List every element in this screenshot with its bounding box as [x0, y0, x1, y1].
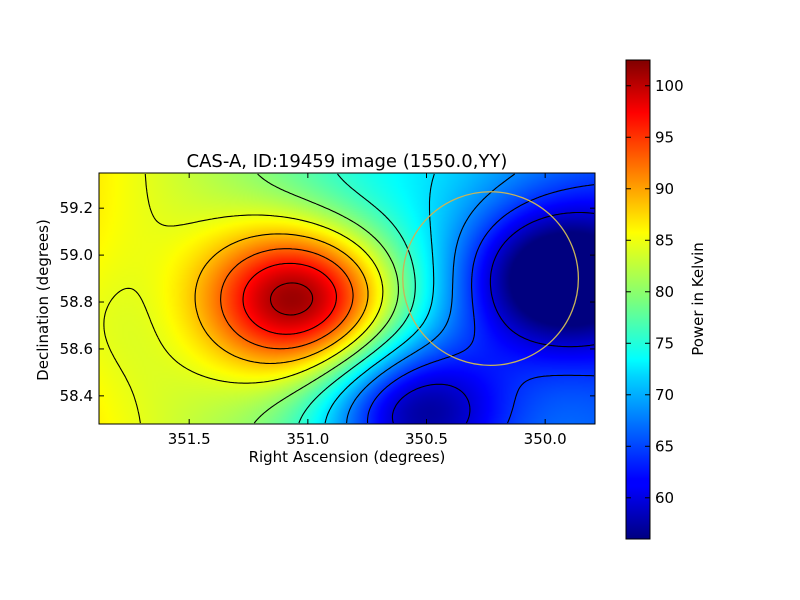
colorbar-ticks: 60 65 70 75 80 85 90 95 100	[626, 77, 684, 507]
contour-line	[253, 173, 399, 424]
contour-line	[194, 233, 369, 365]
y-axis-label: Declination (degrees)	[34, 219, 52, 381]
colorbar	[625, 59, 651, 540]
contour-line	[366, 184, 595, 424]
x-tick-label: 350.0	[524, 430, 567, 448]
contour-lines	[103, 173, 595, 424]
x-axis-label: Right Ascension (degrees)	[249, 448, 446, 466]
contour-line	[298, 173, 416, 424]
contour-line	[103, 173, 384, 424]
y-tick-label: 59.0	[60, 246, 93, 264]
colorbar-label: Power in Kelvin	[689, 242, 707, 356]
target-circle-ring	[402, 191, 580, 367]
colorbar-tick-label: 100	[655, 77, 684, 95]
plot-frame	[98, 172, 596, 425]
heatmap-image	[99, 173, 595, 424]
contour-line	[269, 282, 314, 316]
y-tick-label: 59.2	[60, 199, 93, 217]
contour-line	[346, 173, 516, 424]
colorbar-tick-label: 95	[655, 128, 674, 146]
colorbar-tick-label: 85	[655, 231, 674, 249]
x-axis: 351.5 351.0 350.5 350.0	[168, 173, 567, 448]
colorbar-tick-label: 60	[655, 489, 674, 507]
contour-line	[220, 248, 354, 350]
target-circle	[402, 191, 580, 367]
y-tick-label: 58.8	[60, 293, 93, 311]
chart-title: CAS-A, ID:19459 image (1550.0,YY)	[187, 151, 508, 172]
colorbar-tick-label: 80	[655, 283, 674, 301]
y-axis: 59.2 59.0 58.8 58.6 58.4	[60, 199, 595, 405]
colorbar-tick-label: 70	[655, 386, 674, 404]
colorbar-tick-label: 75	[655, 334, 674, 352]
x-tick-label: 350.5	[405, 430, 448, 448]
y-tick-label: 58.6	[60, 340, 93, 358]
x-tick-label: 351.0	[286, 430, 329, 448]
colorbar-tick-label: 90	[655, 180, 674, 198]
contour-line	[324, 173, 435, 424]
y-tick-label: 58.4	[60, 387, 93, 405]
x-tick-label: 351.5	[168, 430, 211, 448]
contour-line	[242, 262, 337, 335]
colorbar-tick-label: 65	[655, 437, 674, 455]
